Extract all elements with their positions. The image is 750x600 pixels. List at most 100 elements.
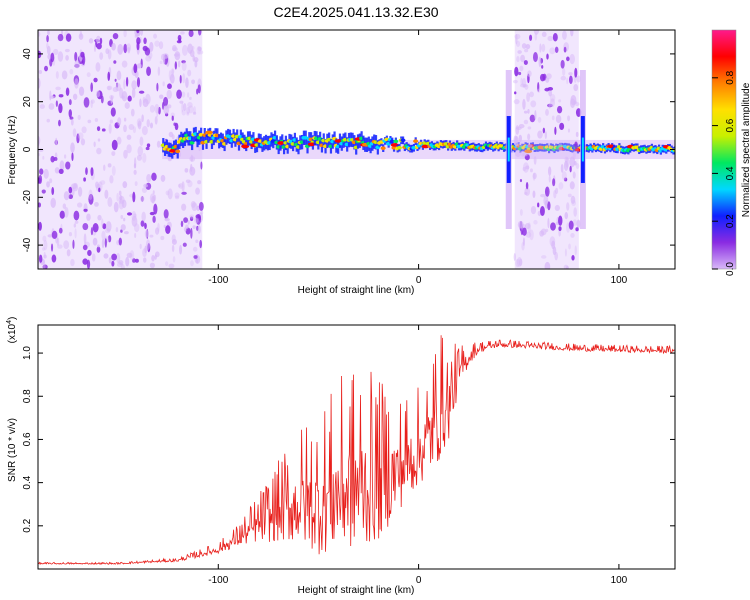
noise-cell [187, 92, 190, 98]
noise-cell [188, 30, 194, 38]
noise-cell [140, 196, 145, 202]
noise-cell [187, 219, 190, 225]
noise-cell [131, 87, 136, 99]
noise-cell [156, 106, 159, 118]
noise-cell [192, 111, 197, 115]
noise-cell [190, 227, 193, 239]
noise-cell [523, 119, 529, 125]
noise-cell [71, 183, 78, 189]
noise-cell [545, 108, 549, 116]
noise-cell [139, 136, 144, 147]
noise-cell [179, 100, 184, 104]
noise-cell [549, 236, 556, 247]
noise-cell [570, 30, 574, 37]
snr-x-tick-label: 0 [416, 575, 422, 586]
noise-cell [102, 223, 107, 230]
noise-cell [190, 260, 194, 267]
noise-cell [568, 75, 573, 85]
noise-cell [171, 69, 174, 78]
noise-cell [541, 43, 546, 53]
noise-cell [143, 257, 147, 263]
noise-cell [127, 95, 132, 102]
noise-cell [118, 198, 125, 210]
noise-cell [542, 73, 547, 81]
noise-cell [111, 151, 116, 156]
noise-cell [88, 193, 94, 205]
noise-cell [149, 234, 154, 238]
noise-cell [109, 94, 115, 100]
noise-cell [163, 209, 169, 219]
noise-cell [195, 187, 200, 195]
noise-cell [82, 222, 89, 231]
signal-hot-cell [205, 130, 214, 135]
noise-cell [191, 46, 195, 51]
noise-cell [575, 163, 580, 169]
noise-cell [38, 254, 43, 263]
noise-cell [140, 220, 145, 227]
noise-cell [74, 220, 79, 224]
noise-cell [46, 118, 50, 123]
noise-cell [146, 174, 152, 183]
noise-cell [92, 237, 98, 246]
noise-cell [520, 54, 525, 63]
noise-cell [568, 243, 571, 250]
noise-cell [172, 256, 176, 263]
noise-cell [149, 122, 154, 129]
noise-cell [157, 66, 161, 76]
noise-cell [524, 187, 531, 196]
noise-cell [179, 74, 182, 84]
noise-cell [50, 155, 55, 163]
noise-cell [520, 150, 525, 157]
noise-cell [111, 139, 118, 151]
noise-cell [516, 257, 523, 267]
noise-cell [146, 66, 151, 77]
noise-cell [72, 239, 75, 249]
snr-x-tick-label: -100 [208, 575, 228, 586]
noise-cell [164, 217, 170, 222]
noise-cell [53, 48, 59, 55]
noise-cell [145, 146, 150, 151]
noise-cell [101, 128, 106, 132]
noise-cell [103, 253, 109, 259]
noise-cell [77, 202, 83, 208]
noise-cell [167, 83, 172, 90]
noise-cell [139, 98, 142, 108]
noise-cell [90, 82, 93, 93]
noise-cell [563, 46, 567, 53]
signal-peak-cell [400, 138, 406, 143]
noise-cell [543, 195, 549, 206]
noise-cell [155, 227, 160, 235]
noise-cell [82, 244, 88, 251]
noise-cell [147, 243, 151, 253]
noise-cell [104, 189, 109, 199]
noise-cell [168, 263, 175, 269]
noise-cell [64, 207, 69, 218]
colorbar-label: Normalized spectral amplitude [741, 82, 750, 217]
noise-cell [157, 222, 160, 232]
noise-cell [569, 53, 575, 65]
noise-cell [177, 60, 181, 68]
noise-cell [53, 157, 58, 161]
noise-cell [519, 178, 523, 183]
noise-cell [92, 222, 99, 233]
noise-cell [190, 163, 193, 172]
snr-y-tick-label: 0.4 [22, 475, 33, 489]
noise-cell [86, 72, 91, 78]
noise-cell [165, 190, 170, 196]
noise-cell [197, 225, 201, 234]
noise-cell [136, 154, 143, 161]
noise-cell [544, 131, 547, 139]
noise-cell [565, 266, 569, 269]
signal-peak-cell [175, 149, 181, 154]
noise-cell [540, 193, 546, 198]
noise-cell [132, 191, 136, 203]
noise-cell [146, 143, 151, 148]
noise-cell [107, 85, 111, 91]
noise-cell [120, 214, 124, 219]
noise-cell [181, 203, 187, 211]
noise-cell [170, 73, 175, 84]
noise-cell [123, 149, 128, 159]
noise-cell [77, 132, 84, 140]
noise-cell [81, 126, 87, 134]
noise-cell [136, 63, 142, 69]
